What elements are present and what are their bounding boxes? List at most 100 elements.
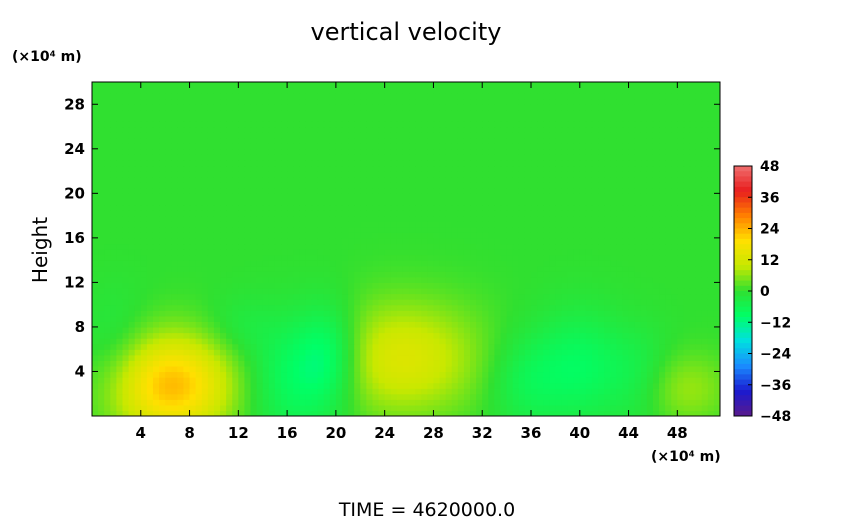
heat-cell [152,410,160,416]
heat-cell [671,193,678,200]
heat-cell [610,165,617,172]
heat-cell [652,310,660,317]
heat-cell [226,182,233,189]
heat-cell [268,232,276,239]
heat-cell [470,388,477,395]
heat-cell [177,182,185,189]
heat-cell [402,226,410,233]
heat-cell [268,287,276,295]
heat-cell [652,282,660,289]
heat-cell [256,143,264,150]
heat-cell [433,338,441,345]
heat-cell [579,404,587,412]
heat-cell [634,365,642,373]
heat-cell [604,349,611,356]
heat-cell [378,310,386,317]
heat-cell [598,332,605,339]
heat-cell [470,382,477,389]
heat-cell [317,154,325,161]
heat-cell [549,210,556,217]
heat-cell [476,365,483,373]
heat-cell [293,198,300,206]
heat-cell [445,326,453,334]
heat-cell [512,326,520,334]
heat-cell [390,171,398,178]
heat-cell [427,299,435,306]
heat-cell [165,243,172,250]
heat-cell [104,243,111,250]
heat-cell [232,226,239,233]
heat-cell [659,371,666,378]
heat-cell [500,365,508,373]
heat-cell [152,182,160,189]
heat-cell [476,404,483,412]
heat-cell [348,349,355,356]
heat-cell [146,338,154,345]
heat-cell [378,410,386,416]
heat-cell [207,371,215,378]
heat-cell [317,210,325,217]
heat-cell [604,226,611,233]
heat-cell [415,260,422,267]
heat-cell [652,210,660,217]
heat-cell [524,226,532,233]
heat-cell [293,388,300,395]
heat-cell [530,321,538,328]
heat-cell [591,310,599,317]
heat-cell [146,349,154,356]
heat-cell [110,154,117,161]
heat-cell [433,299,441,306]
heat-cell [707,377,715,384]
heat-cell [421,210,428,217]
heat-cell [500,404,508,412]
heat-cell [683,243,691,250]
heat-cell [140,343,148,350]
heat-cell [591,204,599,211]
heat-cell [244,399,252,406]
heat-cell [213,293,221,300]
heat-cell [610,148,617,155]
heat-cell [378,159,386,167]
heat-cell [213,198,221,206]
heat-cell [116,354,124,361]
heat-cell [287,226,294,233]
heat-cell [476,187,483,194]
heat-cell [549,287,556,295]
heat-cell [274,315,282,322]
heat-cell [311,360,319,367]
heat-cell [232,176,239,183]
heat-cell [567,148,575,155]
heat-cell [293,260,300,267]
heat-cell [683,254,691,261]
heat-cell [341,393,349,400]
heat-cell [189,198,197,206]
heat-cell [152,226,160,233]
heat-cell [543,321,550,328]
heat-cell [677,271,685,278]
heat-cell [463,377,471,384]
heat-cell [311,254,319,261]
heat-cell [232,265,239,272]
heat-cell [256,226,264,233]
heat-cell [701,315,709,322]
heat-cell [366,365,374,373]
heat-cell [232,343,239,350]
heat-cell [701,165,709,172]
heat-cell [409,404,416,412]
heat-cell [665,404,672,412]
heat-cell [537,388,544,395]
heat-cell [238,249,246,256]
heat-cell [713,338,720,345]
heat-cell [616,215,624,222]
heat-cell [293,338,300,345]
heat-cell [402,304,410,311]
heat-cell [287,382,294,389]
heat-cell [421,249,428,256]
heat-cell [104,171,111,178]
heat-cell [695,232,703,239]
heat-cell [640,249,648,256]
heat-cell [494,232,502,239]
heat-cell [683,232,691,239]
heat-cell [573,260,581,267]
heat-cell [92,360,99,367]
